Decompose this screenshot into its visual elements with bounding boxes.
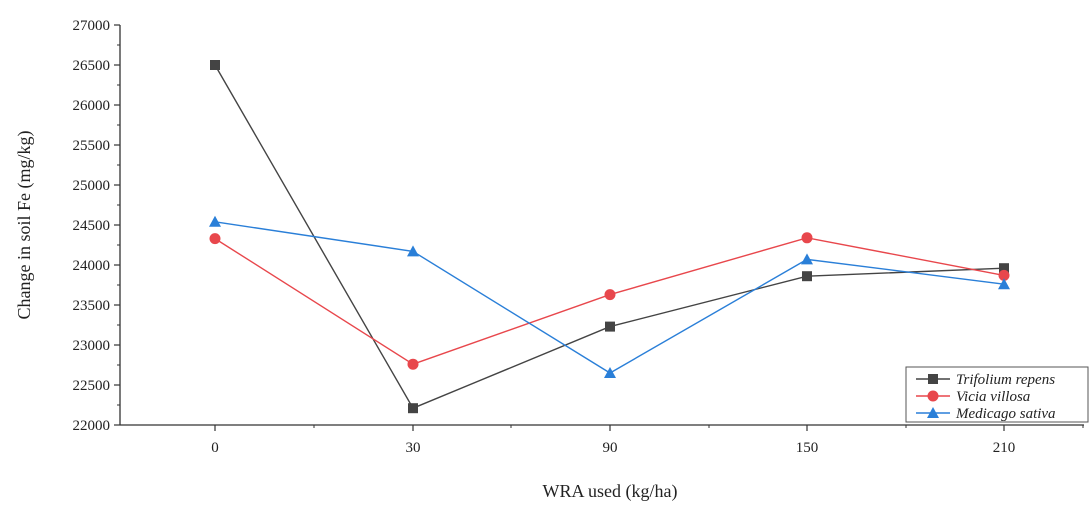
- y-tick-label: 26500: [73, 58, 111, 74]
- x-tick-label: 30: [406, 440, 421, 456]
- x-tick-label: 210: [993, 440, 1016, 456]
- legend-label: Trifolium repens: [956, 372, 1055, 388]
- y-tick-label: 25500: [73, 138, 111, 154]
- legend-item: Vicia villosa: [916, 389, 1030, 405]
- y-tick-label: 22500: [73, 378, 111, 394]
- y-tick-label: 26000: [73, 98, 111, 114]
- x-tick-label: 0: [211, 440, 219, 456]
- y-tick-label: 22000: [73, 418, 111, 434]
- data-point: [927, 407, 939, 418]
- series-trifolium-repens: [210, 60, 1009, 414]
- data-point: [928, 374, 938, 384]
- y-tick-label: 24000: [73, 258, 111, 274]
- y-axis-title: Change in soil Fe (mg/kg): [14, 131, 35, 320]
- data-point: [801, 232, 813, 244]
- x-axis-title: WRA used (kg/ha): [543, 481, 678, 502]
- data-point: [998, 269, 1010, 281]
- data-point: [209, 233, 221, 245]
- legend-label: Medicago sativa: [955, 406, 1056, 422]
- y-tick-label: 25000: [73, 178, 111, 194]
- series-medicago-sativa: [209, 215, 1010, 378]
- legend-item: Medicago sativa: [916, 406, 1056, 422]
- data-point: [999, 263, 1009, 274]
- data-point: [210, 60, 220, 70]
- y-tick-label: 23500: [73, 298, 111, 314]
- data-point: [604, 367, 616, 378]
- data-point: [998, 278, 1010, 290]
- y-tick-label: 27000: [73, 18, 111, 34]
- data-point: [408, 403, 418, 414]
- data-point: [802, 271, 812, 282]
- data-point: [407, 245, 419, 257]
- legend-item: Trifolium repens: [916, 372, 1055, 388]
- x-tick-label: 90: [603, 440, 618, 456]
- data-point: [407, 358, 419, 370]
- y-tick-label: 24500: [73, 218, 111, 234]
- data-point: [801, 253, 813, 265]
- data-point: [927, 390, 939, 402]
- data-point: [604, 289, 616, 301]
- series-line: [214, 237, 1005, 365]
- data-point: [605, 321, 615, 332]
- legend-label: Vicia villosa: [956, 389, 1030, 405]
- x-tick-label: 150: [796, 440, 819, 456]
- series-vicia-villosa: [209, 232, 1010, 370]
- y-tick-label: 23000: [73, 338, 111, 354]
- data-point: [209, 215, 221, 227]
- series-line: [214, 64, 1005, 410]
